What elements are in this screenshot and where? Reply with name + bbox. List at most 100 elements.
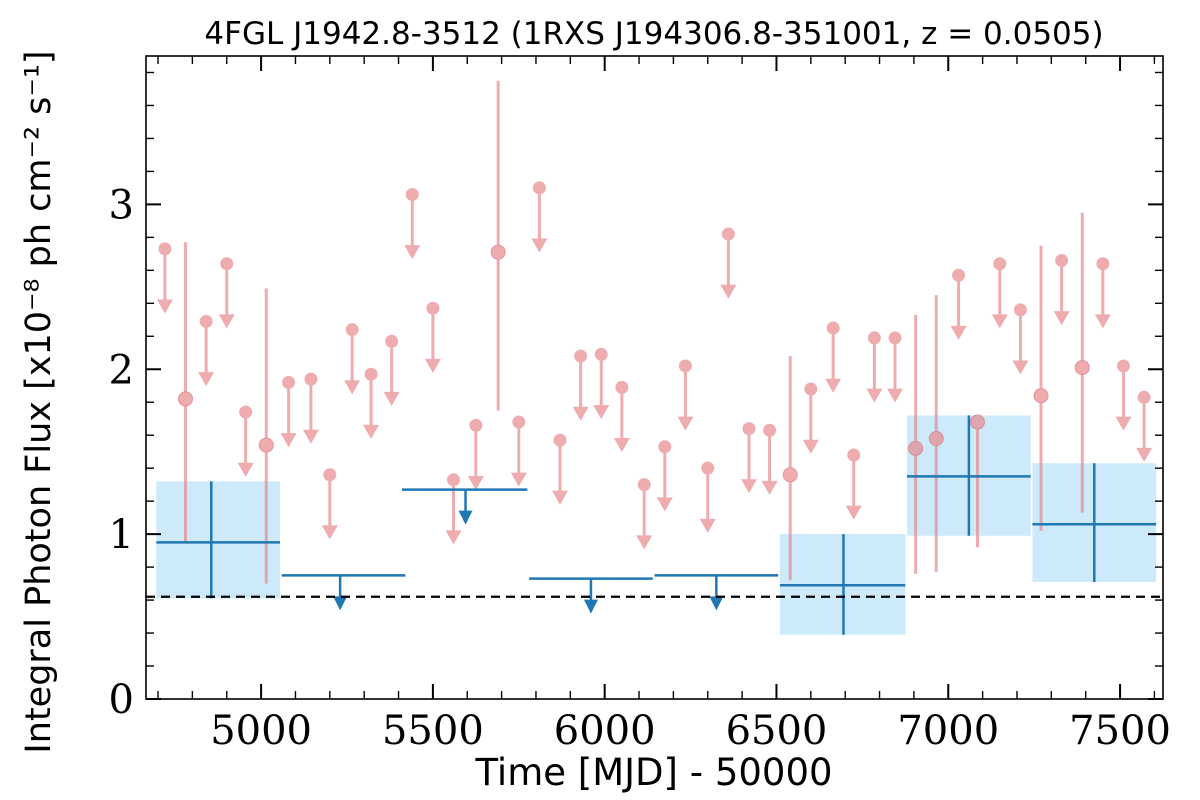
fine-upper-limit	[321, 468, 338, 540]
fine-upper-limit	[761, 423, 778, 495]
upper-limit-marker	[1055, 253, 1069, 267]
coarse-upper-limit	[654, 574, 779, 611]
upper-limit-arrowhead	[1053, 311, 1070, 326]
fine-detection	[782, 356, 798, 581]
fine-upper-limit	[1094, 257, 1111, 329]
coarse-bin-series	[156, 415, 1157, 635]
fine-detection	[490, 80, 506, 411]
coarse-detection	[1032, 463, 1157, 582]
upper-limit-marker	[888, 331, 902, 345]
upper-limit-arrowhead	[1094, 314, 1111, 329]
upper-limit-arrowhead	[510, 472, 527, 487]
detection-marker	[490, 244, 506, 260]
upper-limit-marker	[952, 268, 966, 282]
fine-upper-limit	[156, 242, 173, 314]
upper-limit-arrowhead	[887, 388, 904, 403]
upper-limit-marker	[282, 375, 296, 389]
upper-limit-marker	[701, 461, 715, 475]
coarse-limit-arrowhead	[709, 596, 724, 611]
upper-limit-marker	[364, 367, 378, 381]
upper-limit-arrowhead	[1012, 360, 1029, 375]
fine-upper-limit	[572, 349, 589, 421]
fine-detection	[969, 414, 985, 548]
fine-upper-limit	[1012, 303, 1029, 375]
upper-limit-arrowhead	[825, 378, 842, 393]
fine-upper-limit	[363, 367, 380, 439]
upper-limit-arrowhead	[740, 479, 757, 494]
upper-limit-arrowhead	[531, 238, 548, 253]
fine-upper-limit	[699, 461, 716, 533]
upper-limit-arrowhead	[552, 490, 569, 505]
detection-marker	[1074, 360, 1090, 376]
coarse-bin-band	[156, 481, 280, 599]
upper-limit-arrowhead	[424, 358, 441, 373]
upper-limit-marker	[323, 468, 337, 482]
detection-marker	[178, 391, 194, 407]
upper-limit-arrowhead	[321, 525, 338, 540]
fine-upper-limit	[802, 382, 819, 454]
y-tick-label: 2	[109, 347, 134, 393]
fine-detection	[258, 288, 274, 584]
fine-upper-limit	[404, 187, 421, 260]
x-tick-label: 5500	[382, 708, 484, 754]
detection-marker	[908, 440, 924, 456]
upper-limit-arrowhead	[1136, 447, 1153, 462]
coarse-detection	[779, 534, 906, 635]
detection-marker	[928, 431, 944, 447]
detection-marker	[1033, 388, 1049, 404]
fine-detection	[908, 314, 924, 574]
fine-upper-limit	[467, 418, 484, 490]
upper-limit-marker	[345, 323, 359, 337]
detection-marker	[258, 437, 274, 453]
upper-limit-marker	[847, 448, 861, 462]
upper-limit-arrowhead	[280, 433, 297, 448]
upper-limit-marker	[447, 473, 461, 487]
fine-upper-limit	[720, 227, 737, 299]
upper-limit-arrowhead	[699, 518, 716, 533]
upper-limit-arrowhead	[1115, 416, 1132, 431]
upper-limit-marker	[867, 331, 881, 345]
fine-upper-limit	[825, 321, 842, 393]
fine-upper-limit	[302, 372, 319, 444]
upper-limit-arrowhead	[802, 439, 819, 454]
fine-upper-limit	[510, 415, 527, 487]
upper-limit-arrowhead	[344, 380, 361, 395]
fine-upper-limit	[280, 375, 297, 448]
upper-limit-arrowhead	[383, 391, 400, 406]
upper-limit-arrowhead	[950, 325, 967, 340]
coarse-upper-limit	[529, 577, 653, 614]
upper-limit-arrowhead	[572, 406, 589, 421]
fine-detection	[1033, 245, 1049, 531]
upper-limit-marker	[1013, 303, 1027, 317]
x-tick-label: 6000	[554, 708, 656, 754]
y-tick-label: 3	[109, 182, 134, 228]
upper-limit-marker	[615, 380, 629, 394]
upper-limit-arrowhead	[445, 530, 462, 545]
upper-limit-marker	[405, 187, 419, 201]
x-tick-label: 6500	[726, 708, 828, 754]
upper-limit-arrowhead	[720, 284, 737, 299]
upper-limit-marker	[426, 301, 440, 315]
upper-limit-marker	[826, 321, 840, 335]
fine-upper-limit	[887, 331, 904, 403]
upper-limit-marker	[553, 433, 567, 447]
upper-limit-marker	[220, 257, 234, 271]
coarse-detection	[907, 415, 1031, 536]
upper-limit-marker	[1137, 390, 1151, 404]
upper-limit-marker	[594, 347, 608, 361]
fine-upper-limit	[424, 301, 441, 373]
coarse-upper-limit	[281, 574, 406, 611]
upper-limit-arrowhead	[363, 424, 380, 439]
detection-marker	[782, 467, 798, 483]
fine-upper-limit	[845, 448, 862, 520]
upper-limit-marker	[763, 423, 777, 437]
upper-limit-arrowhead	[467, 475, 484, 490]
upper-limit-arrowhead	[656, 497, 673, 512]
fine-upper-limit	[344, 323, 361, 395]
fine-detection	[178, 242, 194, 543]
y-tick-label: 0	[109, 677, 134, 723]
fine-upper-limit	[552, 433, 569, 505]
upper-limit-arrowhead	[593, 405, 610, 420]
upper-limit-marker	[532, 181, 546, 195]
fine-bin-series	[156, 80, 1153, 584]
